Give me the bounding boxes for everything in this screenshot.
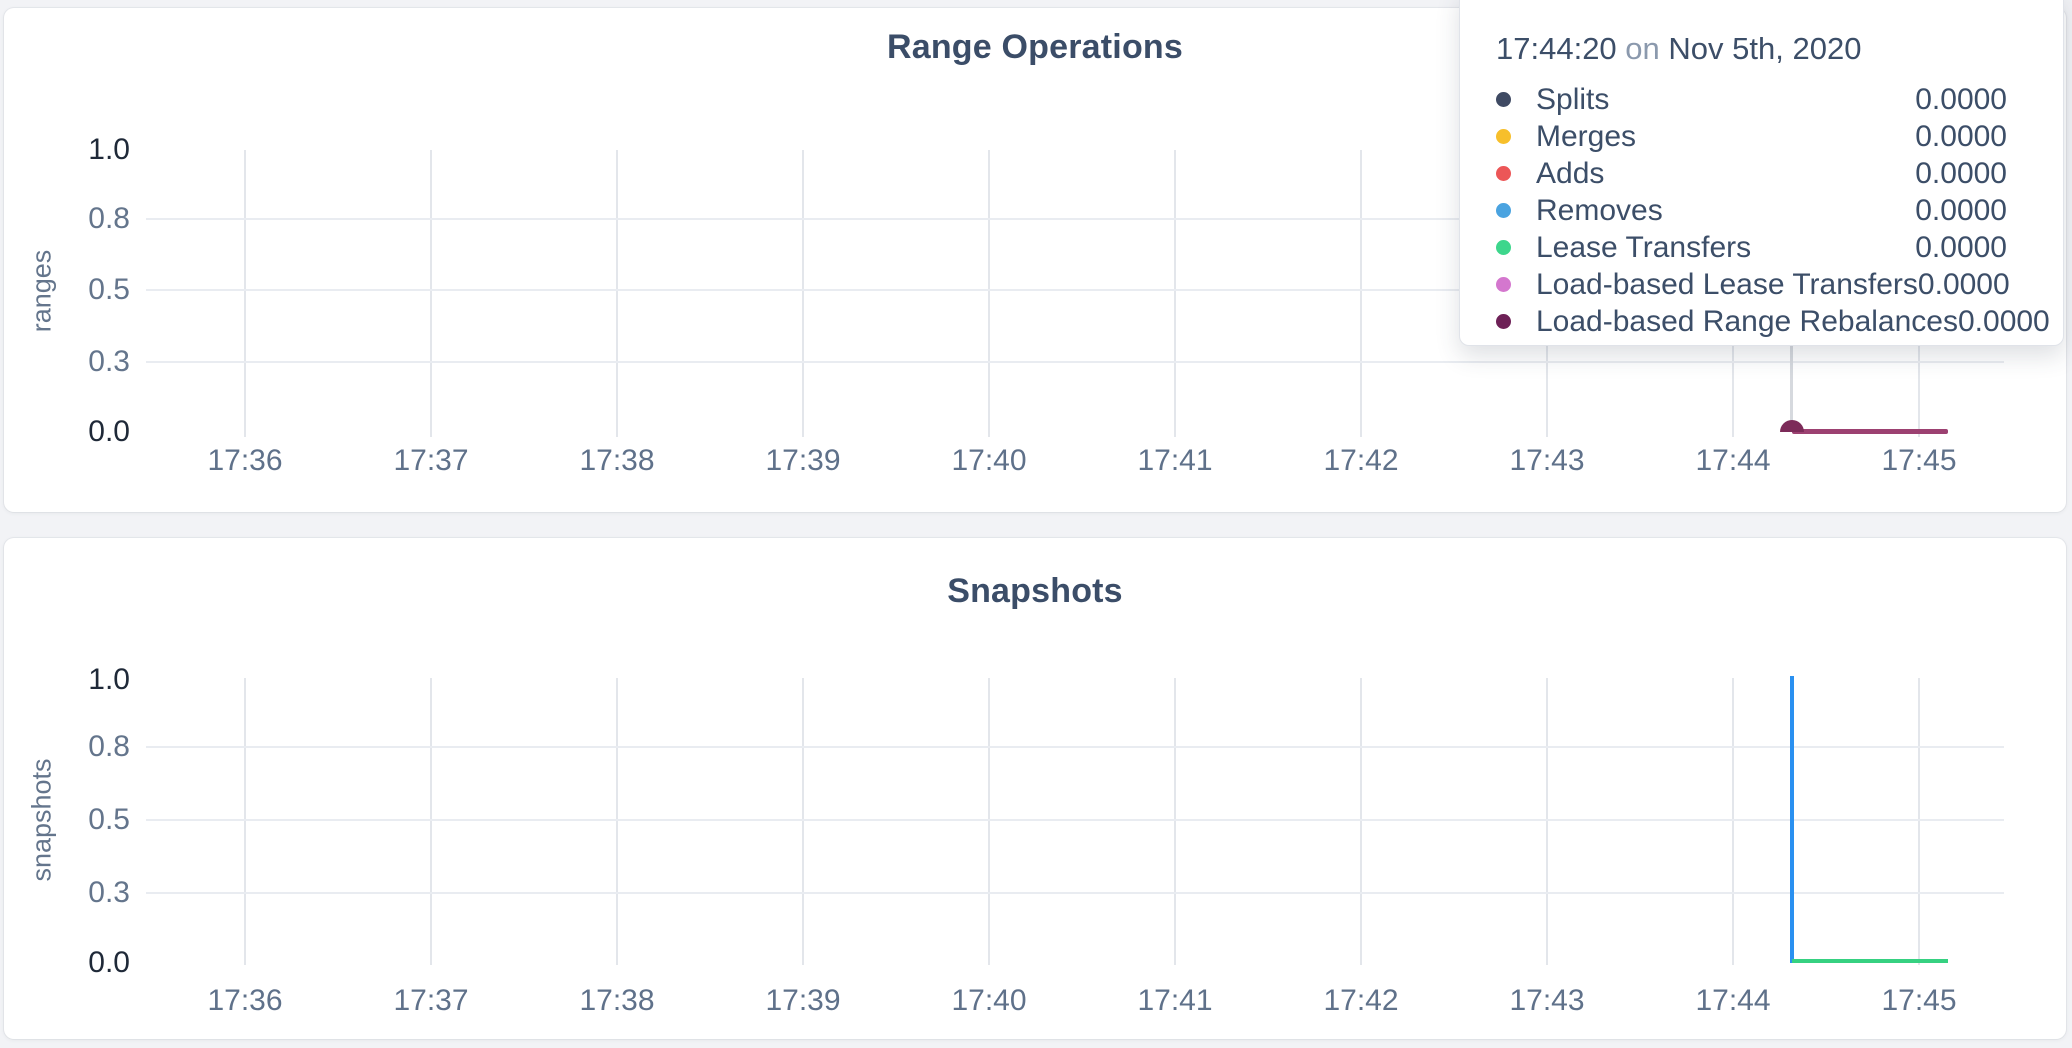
gridline-vertical: [616, 678, 618, 965]
series-color-dot-icon: [1496, 240, 1511, 255]
y-tick: 0.8: [88, 730, 130, 763]
legend-row: Splits 0.0000: [1496, 81, 2007, 118]
y-tick: 0.5: [88, 803, 130, 836]
x-tick: 17:38: [579, 444, 655, 477]
gridline-vertical: [1174, 150, 1176, 437]
series-label: Load-based Range Rebalances: [1536, 304, 1958, 338]
x-tick: 17:42: [1323, 444, 1399, 477]
series-label: Adds: [1536, 156, 1605, 190]
snapshots-spike-line: [1790, 676, 1794, 963]
series-value: 0.0000: [1915, 193, 2007, 227]
gridline-vertical: [1732, 678, 1734, 965]
series-label: Load-based Lease Transfers: [1536, 267, 1918, 301]
series-label: Removes: [1536, 193, 1663, 227]
x-tick: 17:36: [207, 984, 283, 1017]
y-tick: 0.0: [88, 946, 130, 979]
x-tick: 17:44: [1695, 984, 1771, 1017]
gridline-vertical: [988, 678, 990, 965]
tooltip-connector: on: [1625, 31, 1660, 66]
series-color-dot-icon: [1496, 277, 1511, 292]
gridline-horizontal: [146, 289, 2004, 291]
tooltip-legend: Splits 0.0000 Merges 0.0000 Adds 0.0000 …: [1496, 81, 2050, 340]
series-value: 0.0000: [1917, 267, 2010, 301]
series-label: Splits: [1536, 82, 1610, 116]
series-color-dot-icon: [1496, 314, 1511, 329]
hover-tooltip: 17:44:20 on Nov 5th, 2020 Splits 0.0000 …: [1459, 0, 2064, 346]
gridline-vertical: [1546, 678, 1548, 965]
gridline-vertical: [1360, 678, 1362, 965]
gridline-vertical: [430, 678, 432, 965]
chart-title-snapshots: Snapshots: [947, 572, 1123, 610]
series-color-dot-icon: [1496, 203, 1511, 218]
legend-row: Removes 0.0000: [1496, 192, 2007, 229]
x-tick: 17:44: [1695, 444, 1771, 477]
x-tick: 17:43: [1509, 444, 1585, 477]
gridline-vertical: [802, 150, 804, 437]
legend-row: Lease Transfers 0.0000: [1496, 229, 2007, 266]
series-value: 0.0000: [1915, 156, 2007, 190]
x-tick: 17:43: [1509, 984, 1585, 1017]
gridline-horizontal: [146, 361, 2004, 363]
snapshots-plot-area[interactable]: [152, 678, 2004, 965]
gridline-vertical: [802, 678, 804, 965]
y-tick: 0.5: [88, 273, 130, 306]
x-tick: 17:41: [1137, 984, 1213, 1017]
x-tick: 17:41: [1137, 444, 1213, 477]
gridline-vertical: [1360, 150, 1362, 437]
series-color-dot-icon: [1496, 166, 1511, 181]
gridline-vertical: [1918, 678, 1920, 965]
series-label: Lease Transfers: [1536, 230, 1752, 264]
series-color-dot-icon: [1496, 129, 1511, 144]
x-tick: 17:39: [765, 444, 841, 477]
series-value: 0.0000: [1915, 82, 2007, 116]
y-tick: 1.0: [88, 663, 130, 696]
legend-row: Adds 0.0000: [1496, 155, 2007, 192]
y-tick: 1.0: [88, 133, 130, 166]
hover-point-marker: [1780, 420, 1804, 432]
x-tick: 17:38: [579, 984, 655, 1017]
gridline-horizontal: [146, 218, 2004, 220]
x-tick: 17:40: [951, 984, 1027, 1017]
series-label: Merges: [1536, 119, 1637, 153]
gridline-horizontal: [146, 892, 2004, 894]
gridline-vertical: [616, 150, 618, 437]
chart-title-range-operations: Range Operations: [886, 28, 1184, 66]
gridline-vertical: [244, 150, 246, 437]
tooltip-time: 17:44:20: [1496, 31, 1617, 66]
series-color-dot-icon: [1496, 92, 1511, 107]
gridline-vertical: [244, 678, 246, 965]
y-tick: 0.8: [88, 202, 130, 235]
x-tick: 17:37: [393, 984, 469, 1017]
x-tick: 17:40: [951, 444, 1027, 477]
x-tick: 17:39: [765, 984, 841, 1017]
legend-row: Load-based Range Rebalances 0.0000: [1496, 303, 2050, 340]
x-tick: 17:37: [393, 444, 469, 477]
y-tick: 0.3: [88, 876, 130, 909]
x-tick: 17:45: [1881, 984, 1957, 1017]
x-tick: 17:45: [1881, 444, 1957, 477]
gridline-vertical: [430, 150, 432, 437]
series-value: 0.0000: [1915, 230, 2007, 264]
gridline-horizontal: [146, 819, 2004, 821]
legend-row: Load-based Lease Transfers 0.0000: [1496, 266, 2010, 303]
series-value: 0.0000: [1957, 304, 2050, 338]
x-tick: 17:42: [1323, 984, 1399, 1017]
legend-row: Merges 0.0000: [1496, 118, 2007, 155]
snapshots-panel: [4, 538, 2066, 1039]
gridline-vertical: [988, 150, 990, 437]
x-tick: 17:36: [207, 444, 283, 477]
series-value: 0.0000: [1915, 119, 2007, 153]
snapshots-zero-line: [1792, 959, 1948, 963]
tooltip-date: Nov 5th, 2020: [1668, 31, 1862, 66]
gridline-vertical: [1174, 678, 1176, 965]
tooltip-timestamp: 17:44:20 on Nov 5th, 2020: [1496, 29, 2007, 69]
gridline-horizontal: [146, 746, 2004, 748]
load-based-range-rebalances-line: [1792, 429, 1948, 434]
y-tick: 0.3: [88, 345, 130, 378]
y-tick: 0.0: [88, 415, 130, 448]
